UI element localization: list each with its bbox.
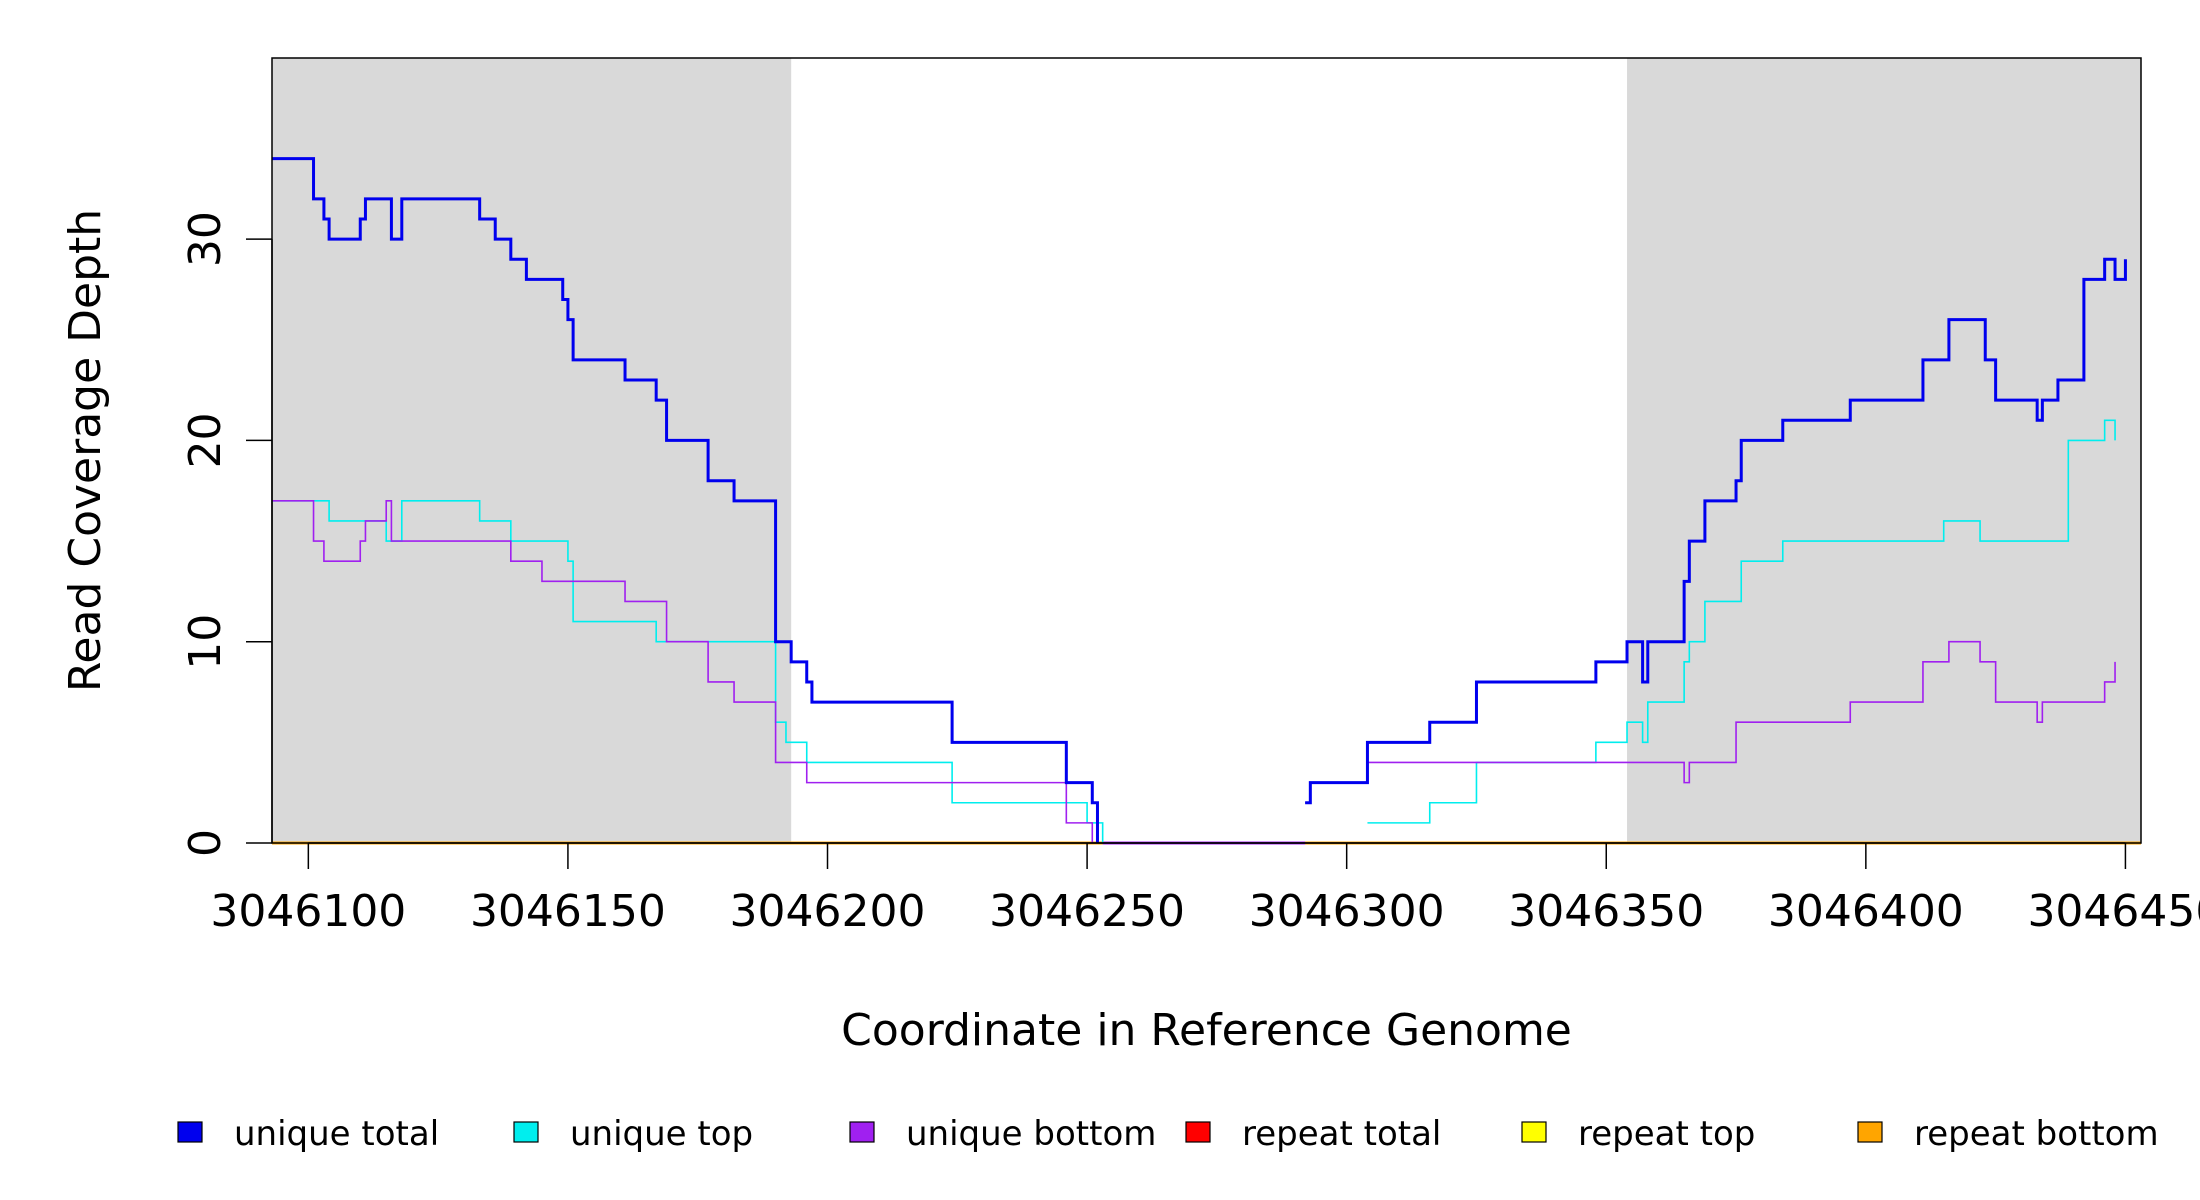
legend-item-unique-bottom: unique bottom <box>849 1114 1156 1154</box>
legend-swatch <box>849 1121 875 1143</box>
legend-item-unique-total: unique total <box>177 1114 439 1154</box>
y-tick-label: 30 <box>180 211 231 267</box>
legend: unique total unique top unique bottom repea… <box>177 1114 2159 1154</box>
legend-label: repeat total <box>1242 1114 1441 1154</box>
x-axis-title: Coordinate in Reference Genome <box>841 1005 1572 1056</box>
y-tick-label: 10 <box>180 614 231 670</box>
legend-swatch <box>1521 1121 1547 1143</box>
shaded-region-1 <box>1627 58 2141 843</box>
y-tick-label: 20 <box>180 412 231 468</box>
legend-label: repeat bottom <box>1914 1114 2159 1154</box>
x-axis: 3046100 3046150 3046200 3046250 3046300 30463… <box>210 842 2200 937</box>
legend-label: unique total <box>234 1114 439 1154</box>
legend-item-unique-top: unique top <box>513 1114 753 1154</box>
legend-swatch <box>513 1121 539 1143</box>
legend-label: unique bottom <box>906 1114 1156 1154</box>
series-unique-bottom-4 <box>272 500 1094 843</box>
legend-item-repeat-top: repeat top <box>1521 1114 1755 1154</box>
shaded-region-0 <box>272 58 792 843</box>
x-tick-label: 3046400 <box>1768 886 1964 937</box>
x-tick-label: 3046350 <box>1508 886 1704 937</box>
legend-swatch <box>1185 1121 1211 1143</box>
legend-label: unique top <box>570 1114 753 1154</box>
x-tick-label: 3046100 <box>210 886 406 937</box>
x-tick-label: 3046200 <box>730 886 926 937</box>
legend-item-repeat-bottom: repeat bottom <box>1857 1114 2159 1154</box>
x-tick-label: 3046250 <box>989 886 1185 937</box>
series-unique-total-0 <box>272 157 1099 843</box>
legend-swatch <box>1857 1121 1883 1143</box>
legend-item-repeat-total: repeat total <box>1185 1114 1441 1154</box>
legend-swatch <box>177 1121 203 1143</box>
shaded-regions <box>272 58 2141 843</box>
y-axis-title: Read Coverage Depth <box>60 209 111 692</box>
series-unique-top-3 <box>1367 419 2116 824</box>
series-unique-total-1 <box>1305 257 2127 805</box>
y-tick-label: 0 <box>180 829 231 857</box>
legend-label: repeat top <box>1578 1114 1755 1154</box>
y-axis: 0 10 20 30 <box>180 211 273 857</box>
x-tick-label: 3046300 <box>1249 886 1445 937</box>
series-unique-bottom-5 <box>1305 640 2116 804</box>
x-tick-label: 3046150 <box>470 886 666 937</box>
